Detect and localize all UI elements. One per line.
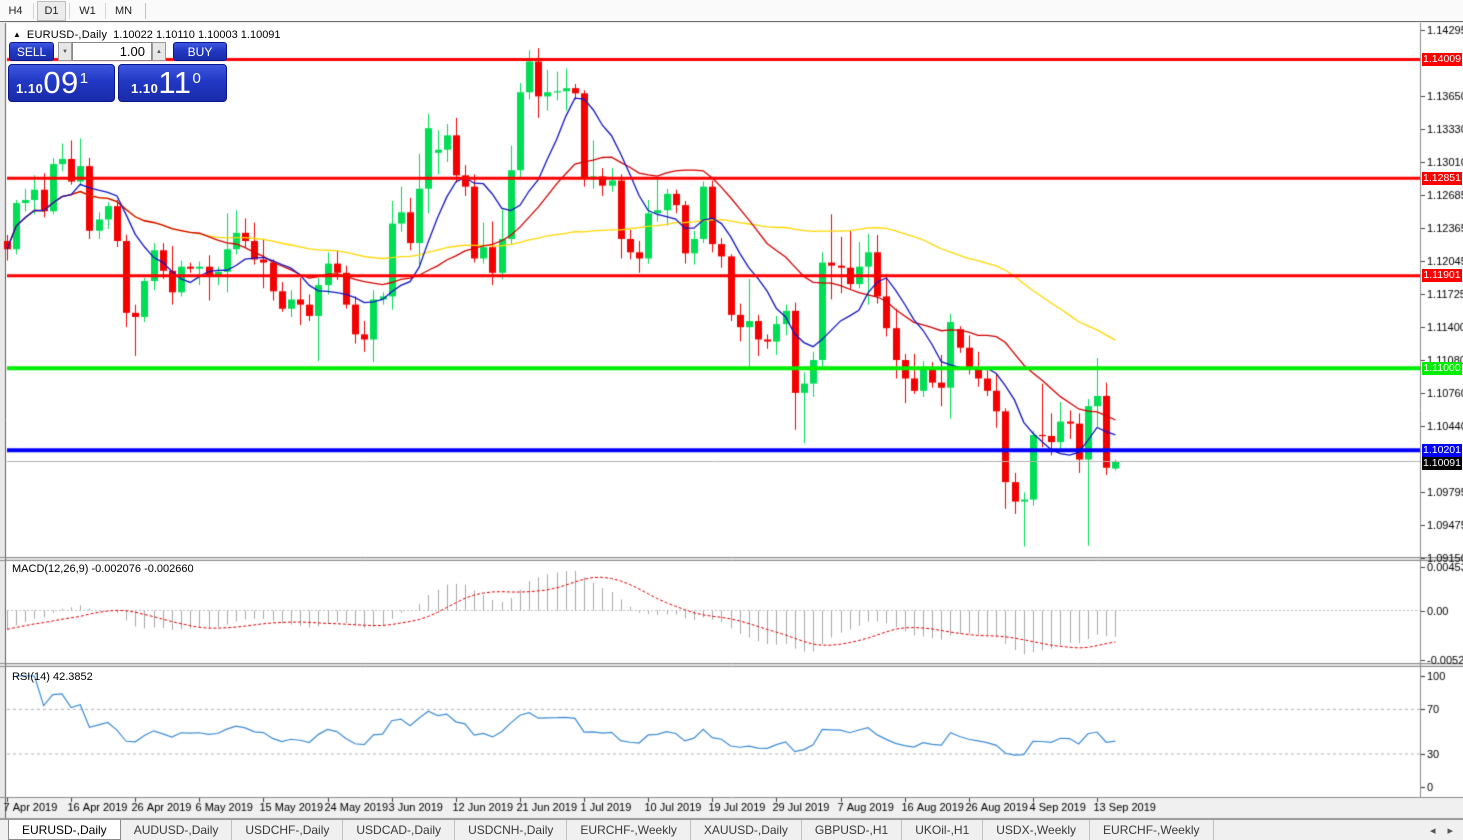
symbol-tabs: EURUSD-,Daily AUDUSD-,Daily USDCHF-,Daily U… [8,820,1214,840]
toolbar-separator [33,2,34,19]
macd-indicator-label: MACD(12,26,9) -0.002076 -0.002660 [12,563,194,575]
symbol-tab-bar: EURUSD-,Daily AUDUSD-,Daily USDCHF-,Daily U… [0,819,1463,840]
sell-button[interactable]: SELL [9,42,54,61]
toolbar-separator [105,2,106,19]
buy-price-prefix: 1.10 [131,81,159,96]
chevron-up-icon: ▲ [156,48,162,55]
tab-scroll-right-icon[interactable]: ▸ [1447,824,1453,837]
tab-usdcnh-daily[interactable]: USDCNH-,Daily [455,820,568,840]
toolbar-separator [69,2,70,19]
one-click-trading-panel: SELL ▼ 1.00 ▲ BUY 1.10 09 1 1.10 11 0 [8,42,227,102]
tab-eurchf-weekly[interactable]: EURCHF-,Weekly [567,820,691,840]
timeframe-w1-button[interactable]: W1 [79,4,96,17]
price-tag-1.11901: 1.11901 [1422,269,1462,283]
tab-xauusd-daily[interactable]: XAUUSD-,Daily [691,820,802,840]
price-tag-1.10201: 1.10201 [1422,443,1462,457]
price-tag-1.14009: 1.14009 [1422,53,1462,67]
chart-title: ▲ EURUSD-,Daily 1.10022 1.10110 1.10003 … [13,29,281,41]
buy-price-big-digits: 11 [158,65,192,100]
tab-ukoil-h1[interactable]: UKOil-,H1 [902,820,984,840]
volume-increase-button[interactable]: ▲ [152,42,166,61]
tab-usdchf-daily[interactable]: USDCHF-,Daily [232,820,344,840]
tab-usdx-weekly[interactable]: USDX-,Weekly [983,820,1091,840]
price-tag-1.10091: 1.10091 [1422,456,1462,470]
toolbar-separator [145,2,146,19]
sell-price-big-digits: 09 [43,65,79,100]
timeframe-d1-button[interactable]: D1 [37,0,66,21]
sell-price-pipette: 1 [79,70,89,87]
buy-button[interactable]: BUY [173,42,227,61]
tab-scroll-arrows: ◂ ▸ [1430,820,1453,840]
sell-price-prefix: 1.10 [16,81,44,96]
buy-price-pipette: 0 [192,70,201,87]
tab-scroll-left-icon[interactable]: ◂ [1429,824,1436,837]
tab-eurusd-daily[interactable]: EURUSD-,Daily [8,820,121,840]
timeframe-mn-button[interactable]: MN [114,4,133,17]
tab-gbpusd-h1[interactable]: GBPUSD-,H1 [802,820,903,840]
collapse-arrow-icon[interactable]: ▲ [13,30,21,39]
rsi-indicator-label: RSI(14) 42.3852 [12,671,93,683]
tab-audusd-daily[interactable]: AUDUSD-,Daily [121,820,233,840]
volume-decrease-button[interactable]: ▼ [58,42,72,61]
tab-eurchf-weekly[interactable]: EURCHF-,Weekly [1090,820,1214,840]
price-tag-1.11000: 1.11000 [1422,361,1462,375]
sell-price-display[interactable]: 1.10 09 1 [8,64,115,102]
tab-usdcad-daily[interactable]: USDCAD-,Daily [343,820,456,840]
price-tag-1.12851: 1.12851 [1422,171,1462,185]
chart-symbol-label: EURUSD-,Daily [26,29,108,41]
timeframe-h4-button[interactable]: H4 [8,4,23,17]
chart-ohlc-values: 1.10022 1.10110 1.10003 1.10091 [113,29,281,41]
chevron-down-icon: ▼ [62,48,68,55]
volume-input[interactable]: 1.00 [72,42,152,61]
buy-price-display[interactable]: 1.10 11 0 [118,64,227,102]
timeframe-toolbar: H4 D1 W1 MN [0,0,1463,22]
